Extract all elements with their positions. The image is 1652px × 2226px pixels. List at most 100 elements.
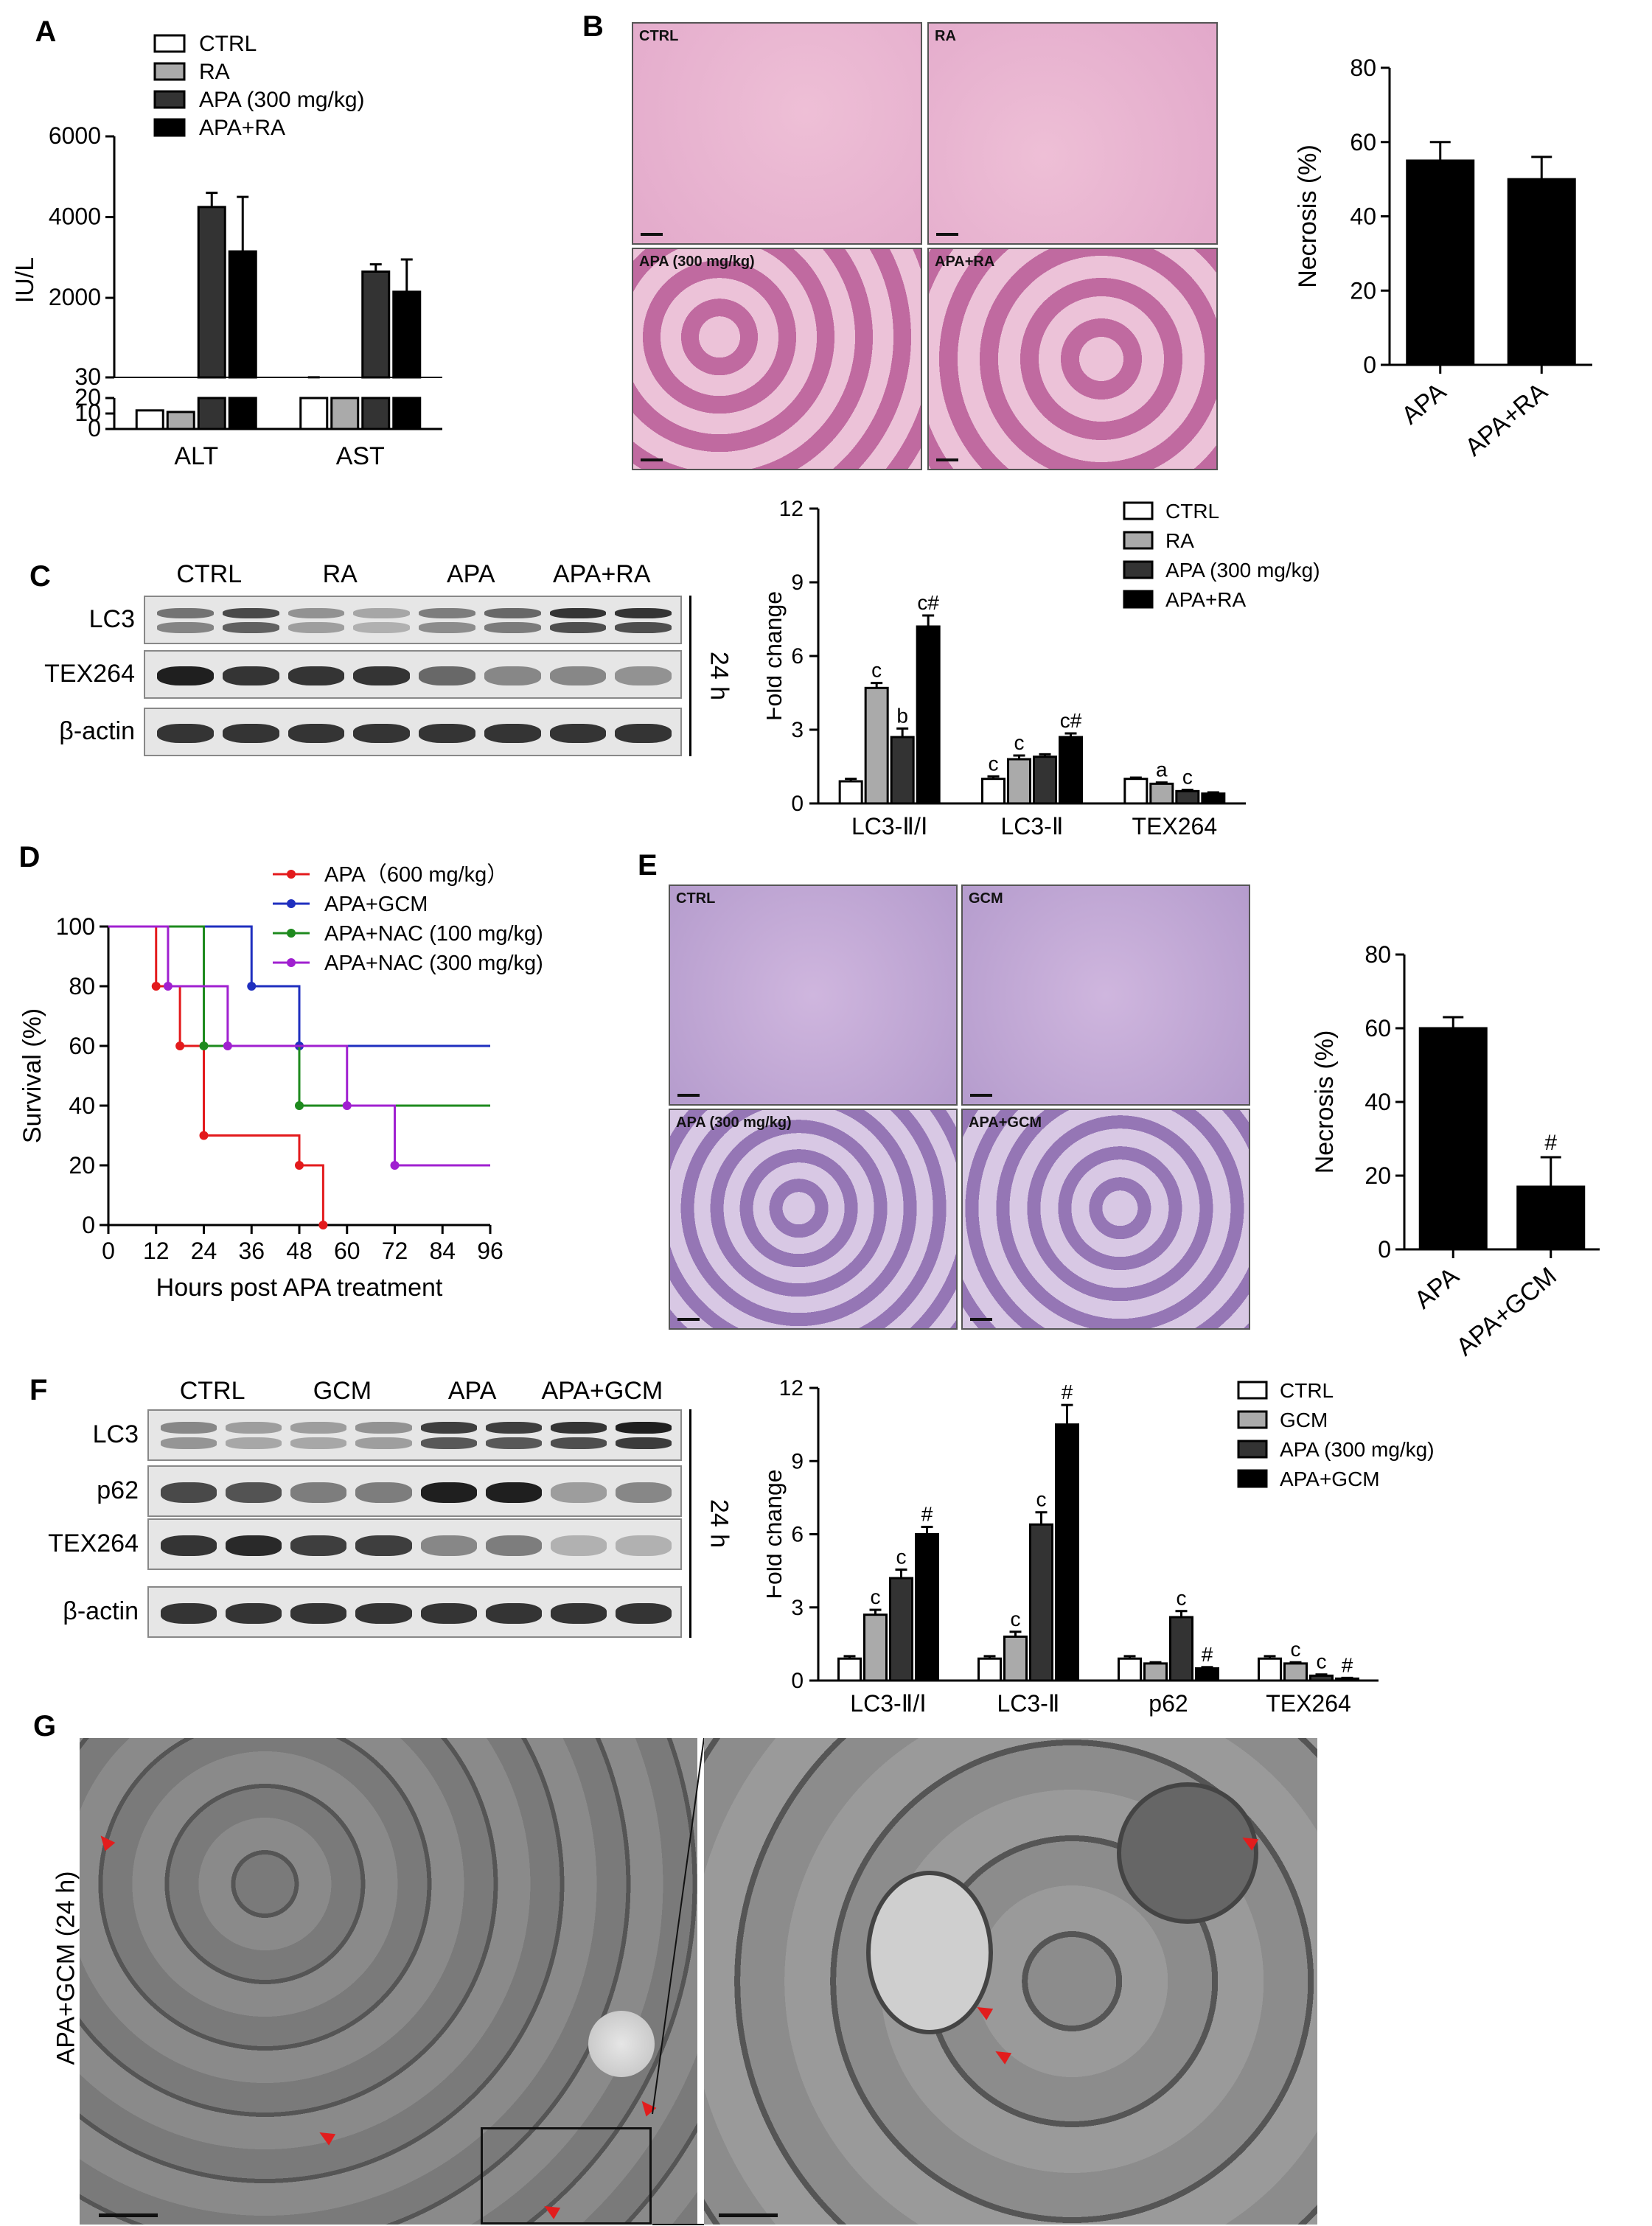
scale-bar	[677, 1094, 700, 1097]
blot-band	[290, 1603, 347, 1624]
blot-band	[287, 622, 345, 633]
scale-bar	[99, 2213, 158, 2217]
blot-time-bracket	[689, 596, 691, 756]
blot-strip	[147, 1518, 682, 1570]
legend-label: CTRL	[1165, 500, 1219, 523]
x-tick-label: 96	[477, 1238, 503, 1264]
blot-band	[222, 607, 279, 619]
blot-band	[226, 1603, 282, 1624]
significance-label: c	[1317, 1650, 1327, 1673]
blot-band	[549, 607, 607, 619]
legend-label: APA (300 mg/kg)	[1165, 559, 1320, 582]
significance-label: a	[1156, 758, 1168, 781]
blot-band	[419, 723, 475, 744]
y-tick-label: 6000	[49, 122, 101, 149]
blot-band	[485, 1437, 542, 1449]
y-tick-label: 40	[1365, 1089, 1391, 1115]
blot-band	[550, 1422, 607, 1434]
legend-label: GCM	[1280, 1409, 1328, 1431]
scale-bar	[677, 1318, 700, 1321]
significance-label: c	[1177, 1587, 1187, 1610]
histology-ra-b: RA	[927, 22, 1218, 245]
censor-mark	[163, 982, 172, 991]
bar	[1029, 1523, 1053, 1682]
legend-swatch	[1237, 1381, 1268, 1400]
scale-bar	[970, 1318, 992, 1321]
blot-band	[161, 1535, 217, 1556]
histology-title: APA (300 mg/kg)	[676, 1114, 792, 1131]
x-tick-label: 36	[238, 1238, 265, 1264]
histology-title: APA (300 mg/kg)	[639, 254, 755, 270]
blot-row-label: β-actin	[59, 717, 135, 745]
y-tick-label: 60	[69, 1033, 95, 1059]
legend-marker	[287, 929, 296, 938]
censor-mark	[342, 1101, 352, 1110]
blot-band	[161, 1603, 217, 1624]
bar	[981, 778, 1006, 805]
blot-band	[549, 622, 607, 633]
blot-band	[161, 1437, 217, 1449]
red-arrow-icon	[991, 2045, 1012, 2065]
histology-apa-ra-b: APA+RA	[927, 248, 1218, 470]
panel-c-chart: 0 3 6 9 12 Fold change c b c# LC3-Ⅱ/Ⅰ c c c# LC3-Ⅱ a c T…	[760, 486, 1652, 840]
y-axis-label: Necrosis (%)	[1294, 144, 1322, 288]
y-tick-label: 30	[74, 363, 101, 390]
x-tick-label: ALT	[174, 442, 218, 470]
significance-label: c	[871, 1585, 881, 1608]
bar	[1309, 1674, 1334, 1682]
y-tick-label: 0	[791, 1669, 804, 1693]
blot-band	[485, 1422, 542, 1434]
panel-label-a: A	[35, 15, 57, 48]
censor-mark	[199, 1131, 209, 1140]
legend-label: APA+GCM	[324, 893, 428, 916]
blot-group-label: APA+GCM	[541, 1377, 663, 1405]
y-tick-label: 20	[1365, 1162, 1391, 1189]
em-image-zoom	[704, 1738, 1317, 2225]
bar	[889, 1577, 913, 1682]
x-tick-label: p62	[1149, 1690, 1188, 1717]
x-tick-label: 60	[334, 1238, 360, 1264]
y-tick-label: 6	[791, 644, 804, 669]
histology-ctrl-b: CTRL	[632, 22, 922, 245]
histology-title: GCM	[969, 890, 1003, 907]
blot-band	[290, 1482, 347, 1503]
blot-band	[615, 723, 672, 744]
histology-title: APA+RA	[935, 254, 995, 270]
legend-swatch	[1123, 531, 1154, 550]
scale-bar	[936, 233, 958, 236]
blot-band	[484, 666, 541, 686]
panel-label-g: G	[33, 1710, 57, 1742]
x-tick-label: TEX264	[1266, 1690, 1351, 1717]
y-axis-label: Necrosis (%)	[1311, 1030, 1339, 1174]
bar	[1143, 1662, 1168, 1682]
histology-gcm-e: GCM	[961, 885, 1250, 1106]
panel-label-f: F	[29, 1374, 48, 1406]
significance-label: c	[989, 752, 999, 775]
legend-swatch	[1237, 1469, 1268, 1488]
histology-title: RA	[935, 28, 956, 44]
blot-band	[287, 723, 345, 744]
zoom-lines	[652, 1737, 705, 2225]
bar	[863, 1613, 888, 1682]
y-tick-label: 60	[1365, 1015, 1391, 1042]
blot-band	[355, 1482, 412, 1503]
legend-label: APA（600 mg/kg）	[324, 863, 508, 887]
blot-band	[157, 666, 214, 686]
x-tick-label: LC3-Ⅱ	[997, 1690, 1059, 1717]
blot-band	[419, 622, 475, 633]
blot-band	[226, 1437, 282, 1449]
blot-band	[222, 723, 279, 744]
bar-lower	[228, 397, 257, 430]
scale-bar	[641, 233, 663, 236]
scale-bar	[719, 2213, 778, 2217]
x-tick-label: APA	[1409, 1262, 1465, 1314]
blot-band	[157, 622, 214, 633]
legend-marker	[287, 958, 296, 967]
legend-label: CTRL	[199, 32, 257, 56]
blot-time-label: 24 h	[705, 1498, 733, 1549]
legend-swatch	[1237, 1410, 1268, 1429]
bar	[1258, 1657, 1282, 1682]
blot-group-label: GCM	[313, 1377, 372, 1405]
panel-g: G APA+GCM (24 h)	[0, 1710, 1652, 2226]
